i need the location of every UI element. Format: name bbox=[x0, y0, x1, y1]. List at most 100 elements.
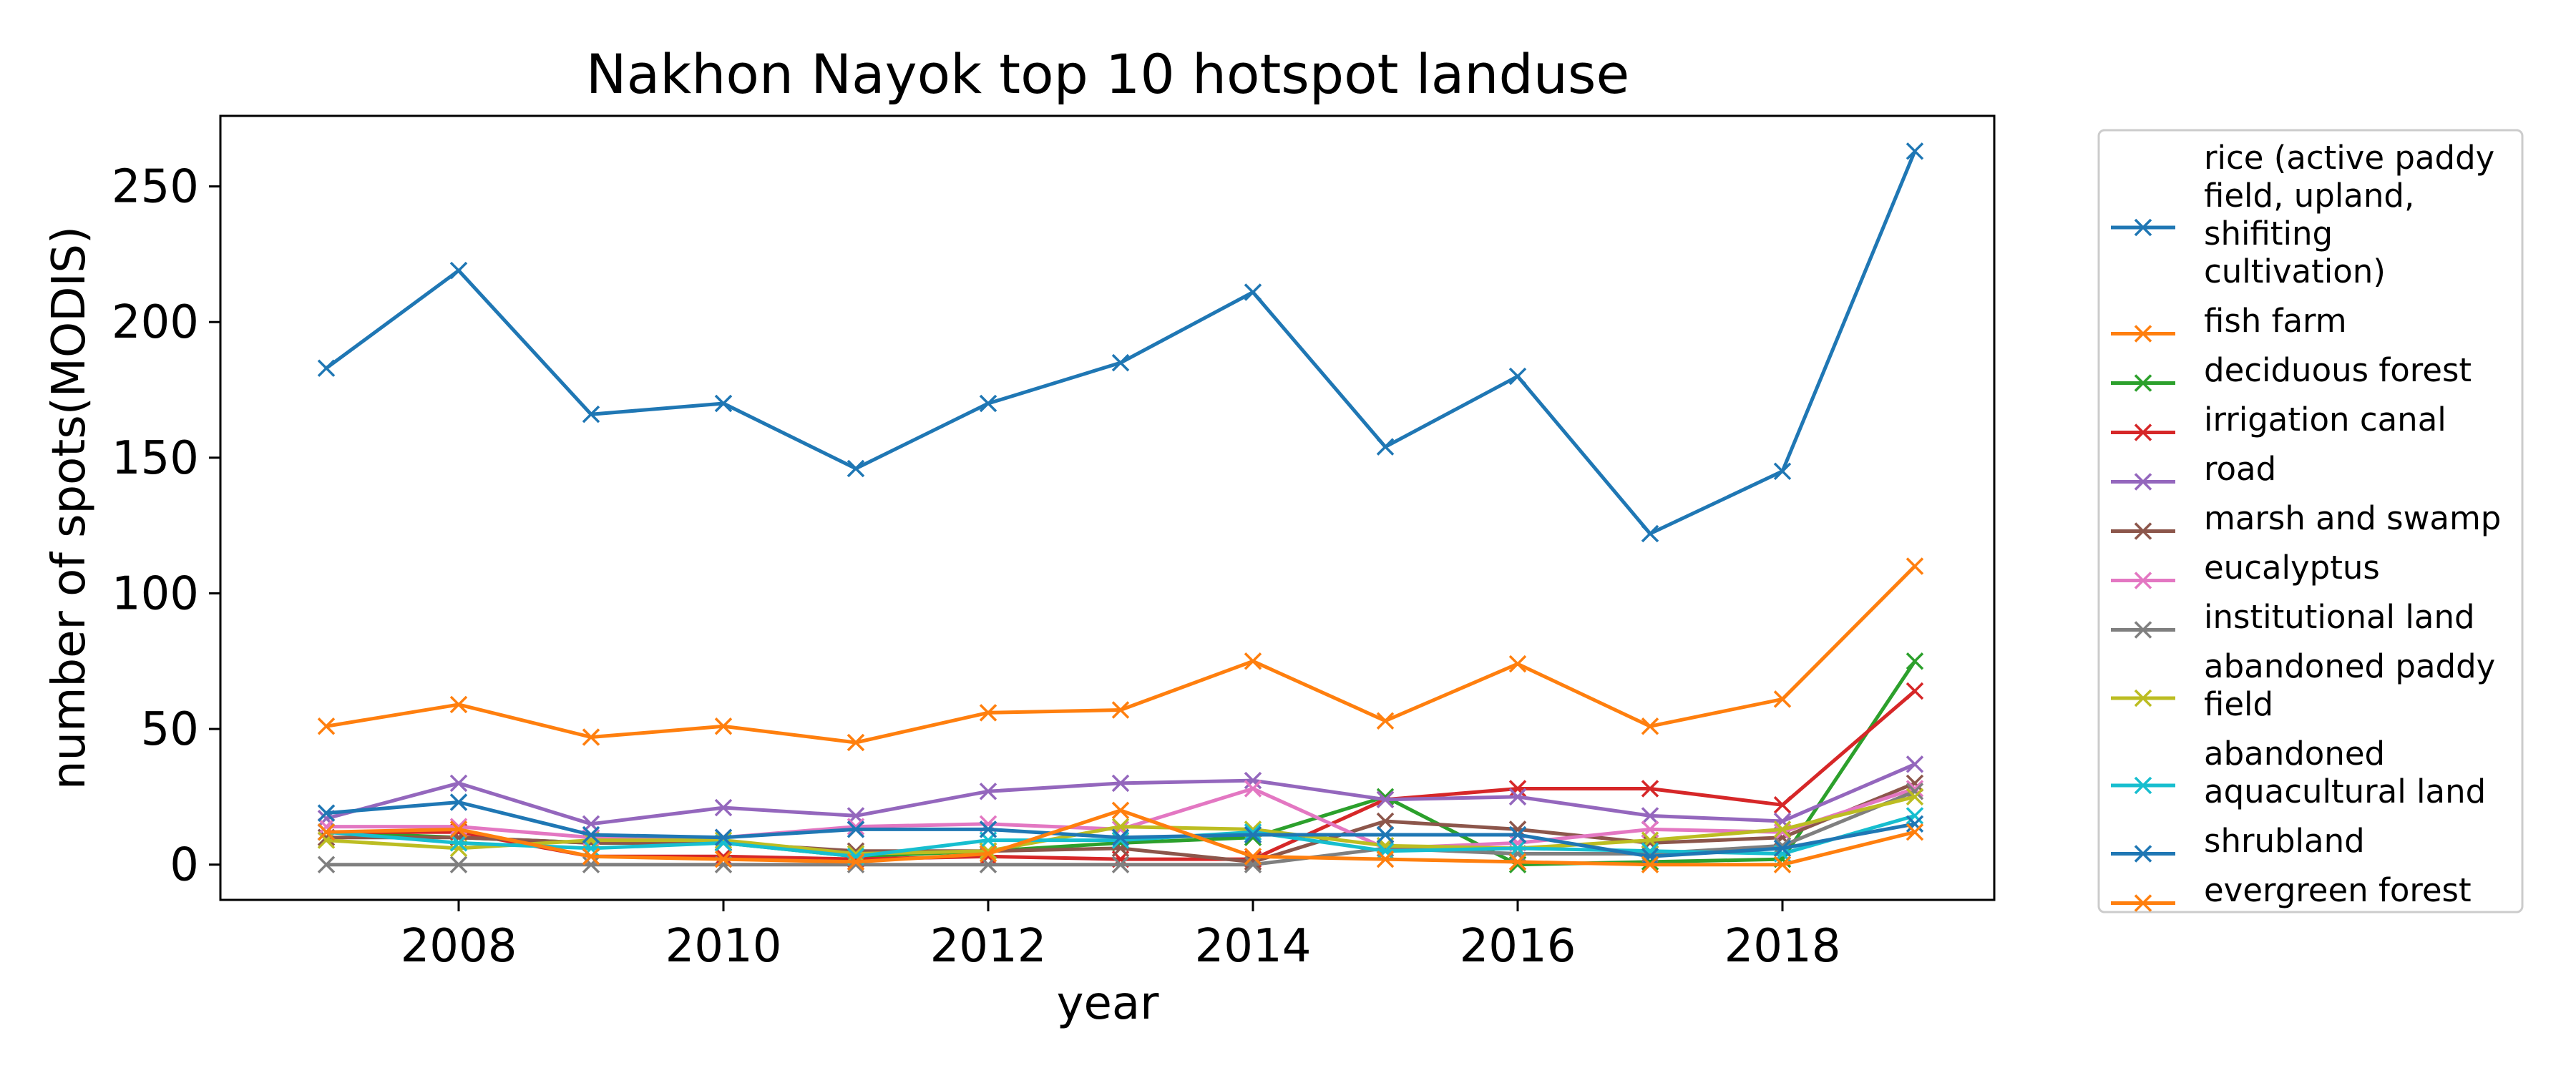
series-road-point bbox=[1508, 788, 1527, 806]
legend-label: irrigation canal bbox=[2204, 401, 2446, 438]
legend-item-deciduous-forest: deciduous forest bbox=[2111, 351, 2472, 392]
legend-label: shrubland bbox=[2204, 822, 2365, 860]
legend-label: deciduous forest bbox=[2204, 351, 2472, 389]
legend-item-rice: rice (active paddy field, upland, shifitin… bbox=[2111, 139, 2494, 290]
series-abandoned-aquacultural-land-point bbox=[1508, 839, 1527, 858]
series-abandoned-paddy-field-point bbox=[847, 845, 865, 863]
legend-marker bbox=[2134, 776, 2152, 795]
series-fish-farm-point bbox=[1376, 712, 1395, 730]
chart-title: Nakhon Nayok top 10 hotspot landuse bbox=[586, 42, 1629, 106]
x-tick-label: 2008 bbox=[401, 920, 517, 973]
series-fish-farm-point bbox=[1773, 690, 1792, 708]
series-evergreen-forest-point bbox=[1244, 848, 1262, 866]
series-abandoned-aquacultural-land-point bbox=[1111, 831, 1130, 849]
series-rice-point bbox=[449, 261, 468, 280]
series-road-point bbox=[714, 798, 733, 817]
series-rice-point bbox=[1906, 142, 1924, 160]
series-shrubland-point bbox=[1906, 815, 1924, 833]
series-shrubland bbox=[317, 793, 1924, 866]
series-evergreen-forest bbox=[317, 801, 1924, 873]
legend-item-abandoned-paddy-field: abandoned paddy field bbox=[2111, 647, 2495, 723]
series-rice-point bbox=[1376, 438, 1395, 456]
legend-item-evergreen-forest: evergreen forest bbox=[2111, 871, 2472, 912]
series-rice-point bbox=[317, 359, 336, 377]
series-rice-point bbox=[1641, 524, 1659, 543]
series-shrubland-point bbox=[1376, 825, 1395, 844]
series-fish-farm-point bbox=[847, 733, 865, 752]
legend-marker bbox=[2134, 423, 2152, 441]
x-axis: 2008 2010 2012 2014 2016 2018 bbox=[401, 900, 1840, 973]
series-shrubland-point bbox=[582, 825, 600, 844]
series-fish-farm-point bbox=[582, 728, 600, 746]
series-shrubland-point bbox=[714, 828, 733, 847]
series-irrigation-canal-point bbox=[1641, 780, 1659, 798]
series-abandoned-paddy-field-point bbox=[317, 831, 336, 849]
x-tick-label: 2016 bbox=[1460, 920, 1576, 973]
legend-marker bbox=[2134, 845, 2152, 863]
series-fish-farm-point bbox=[1508, 655, 1527, 673]
legend-item-irrigation-canal: irrigation canal bbox=[2111, 401, 2446, 441]
series-road-point bbox=[449, 774, 468, 793]
series-irrigation-canal-point bbox=[1773, 796, 1792, 814]
series-evergreen-forest-point bbox=[1508, 853, 1527, 871]
series-abandoned-aquacultural-land-point bbox=[1244, 823, 1262, 841]
series-shrubland-point bbox=[1508, 825, 1527, 844]
series-rice-point bbox=[979, 394, 997, 413]
series-fish-farm-point bbox=[1244, 652, 1262, 670]
series-deciduous-forest-point bbox=[1906, 652, 1924, 670]
legend-item-eucalyptus: eucalyptus bbox=[2111, 549, 2380, 589]
series-abandoned-paddy-field-point bbox=[1773, 820, 1792, 838]
series-evergreen-forest-point bbox=[714, 850, 733, 868]
series-abandoned-aquacultural-land-point bbox=[1906, 807, 1924, 825]
series-road-point bbox=[1906, 755, 1924, 773]
series-irrigation-canal-point bbox=[714, 848, 733, 866]
legend-marker bbox=[2134, 473, 2152, 491]
series-evergreen-forest-point bbox=[1906, 823, 1924, 841]
series-shrubland-point bbox=[847, 820, 865, 838]
y-tick-label: 0 bbox=[170, 839, 199, 892]
legend-items: rice (active paddy field, upland, shifitin… bbox=[2111, 139, 2501, 912]
x-tick-label: 2010 bbox=[665, 920, 782, 973]
legend-item-shrubland: shrubland bbox=[2111, 822, 2365, 863]
legend: rice (active paddy field, upland, shifitin… bbox=[2097, 129, 2524, 913]
legend-label: evergreen forest bbox=[2204, 871, 2472, 909]
series-fish-farm-point bbox=[714, 717, 733, 735]
series-fish-farm-point bbox=[1641, 717, 1659, 735]
y-axis: 0 50 100 150 200 250 bbox=[112, 161, 220, 892]
series-rice-point bbox=[1773, 462, 1792, 481]
legend-marker bbox=[2134, 572, 2152, 589]
legend-box bbox=[2097, 129, 2524, 913]
series-fish-farm-point bbox=[1906, 557, 1924, 575]
series-rice bbox=[317, 142, 1924, 543]
series-road bbox=[317, 755, 1924, 833]
series-road-point bbox=[1244, 771, 1262, 790]
series-abandoned-paddy-field-point bbox=[714, 831, 733, 849]
series-abandoned-aquacultural-land-point bbox=[1376, 842, 1395, 860]
series-institutional-land-point bbox=[582, 856, 600, 873]
series-fish-farm-point bbox=[979, 704, 997, 722]
series-shrubland-point bbox=[979, 820, 997, 838]
plot-frame bbox=[219, 114, 1996, 901]
legend-label: marsh and swamp bbox=[2204, 499, 2501, 537]
series-evergreen-forest-point bbox=[979, 845, 997, 863]
series-evergreen-forest-point bbox=[1376, 850, 1395, 868]
x-tick-label: 2014 bbox=[1195, 920, 1312, 973]
legend-label: road bbox=[2204, 450, 2276, 488]
series-marsh-and-swamp-point bbox=[1906, 774, 1924, 793]
series-institutional-land-point bbox=[1244, 856, 1262, 873]
series-rice-point bbox=[847, 459, 865, 478]
series-shrubland-point bbox=[449, 793, 468, 811]
y-tick-label: 50 bbox=[141, 703, 199, 756]
y-tick-label: 200 bbox=[112, 296, 199, 349]
series-rice-point bbox=[714, 394, 733, 413]
series-evergreen-forest-point bbox=[317, 823, 336, 841]
legend-item-marsh-and-swamp: marsh and swamp bbox=[2111, 499, 2501, 540]
series-fish-farm-point bbox=[449, 695, 468, 714]
legend-item-abandoned-aquacultural-land: abandoned aquacultural land bbox=[2111, 735, 2486, 810]
legend-item-fish-farm: fish farm bbox=[2111, 302, 2347, 343]
series-evergreen-forest-point bbox=[1111, 801, 1130, 820]
series-road-line bbox=[326, 763, 1916, 826]
series-evergreen-forest-point bbox=[847, 853, 865, 871]
y-tick-label: 100 bbox=[112, 567, 199, 620]
